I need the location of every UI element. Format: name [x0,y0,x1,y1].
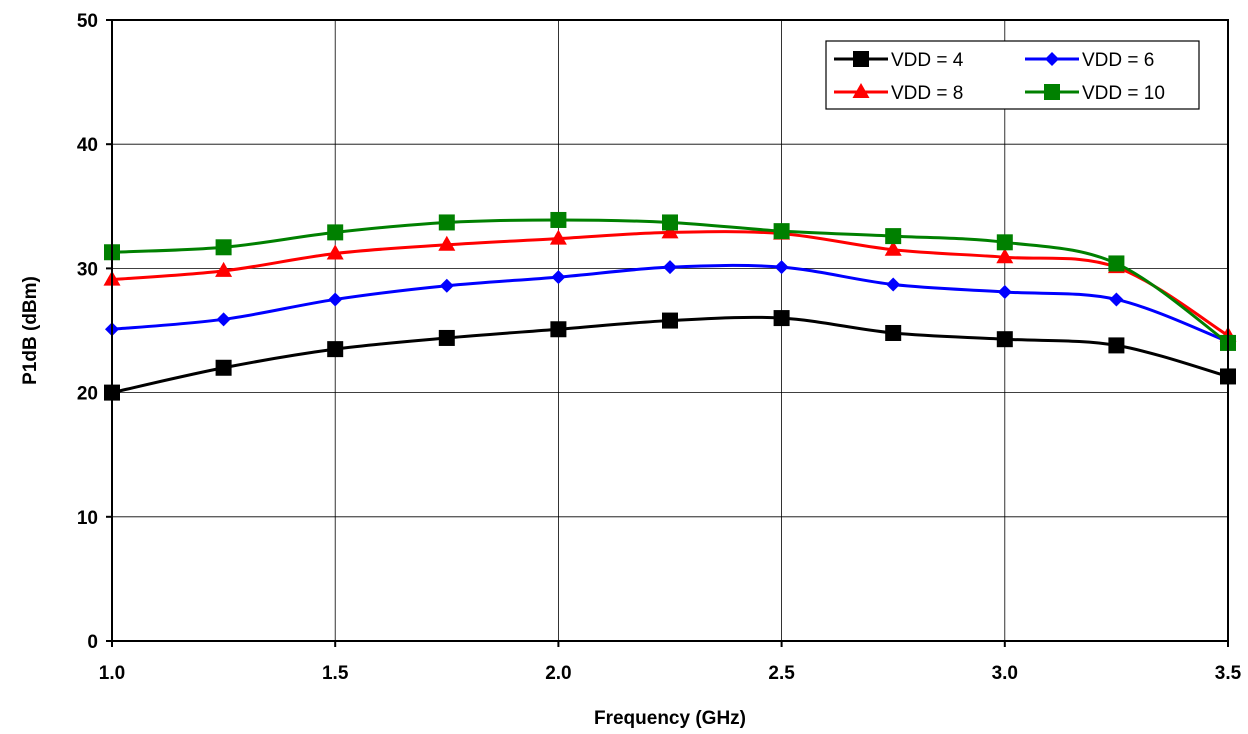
series-vdd-4 [104,310,1236,401]
series-group [103,211,1237,401]
axis-ticks [106,19,1229,647]
legend-swatch-marker [1045,52,1059,66]
y-tick-label: 0 [87,632,98,653]
data-point [550,321,567,338]
data-point [662,312,678,329]
data-point [438,235,456,251]
y-tick-label: 10 [77,508,98,529]
data-point [327,224,344,241]
legend-label: VDD = 10 [1082,83,1165,104]
data-point [996,234,1013,251]
legend-box [825,40,1200,110]
data-point [327,341,344,358]
data-point [215,239,232,256]
legend-swatch-marker [1044,84,1060,100]
legend-item: VDD = 6 [1025,50,1154,71]
data-point [1109,292,1124,307]
data-point [885,324,902,341]
data-point [773,223,790,240]
series-line [111,315,1229,395]
data-point [216,312,231,327]
x-tick-label: 1.5 [322,663,349,684]
data-point [438,214,455,231]
y-tick-label: 40 [77,135,98,156]
legend-label: VDD = 8 [891,83,963,104]
data-point [551,270,566,285]
legend-item: VDD = 8 [834,83,963,104]
y-axis-title: P1dB (dBm) [20,276,41,385]
x-tick-labels: 1.0 1.5 2.0 2.5 3.0 3.5 [99,663,1242,684]
x-tick-label: 2.5 [768,663,795,684]
data-point [328,292,343,307]
y-tick-labels: 0 10 20 30 40 50 [77,11,98,653]
y-tick-label: 30 [77,259,98,280]
data-point [1108,255,1125,272]
x-axis-title: Frequency (GHz) [594,708,746,729]
data-point [996,331,1013,348]
data-point [886,277,901,292]
data-point [996,248,1014,264]
data-point [439,278,454,293]
legend-item: VDD = 4 [834,50,964,71]
legend-swatch-marker [852,83,870,98]
data-point [997,284,1012,299]
y-tick-label: 20 [77,384,98,405]
data-point [885,228,902,245]
x-tick-label: 2.0 [545,663,571,684]
series-vdd-6 [105,260,1235,349]
data-point [663,260,677,275]
legend-swatch-marker [853,51,869,67]
data-point [326,244,344,260]
legend-label: VDD = 6 [1082,50,1154,71]
data-point [884,240,902,256]
data-point [549,229,567,245]
data-point [215,261,233,277]
data-point [1108,337,1125,354]
x-tick-label: 1.0 [99,663,125,684]
y-tick-label: 50 [77,11,98,32]
legend: VDD = 4 VDD = 6 VDD = 8 VDD = 10 [825,40,1200,110]
data-point [661,223,679,239]
data-point [550,211,567,228]
x-tick-label: 3.5 [1215,663,1242,684]
data-point [662,214,678,231]
x-tick-label: 3.0 [992,663,1018,684]
grid-lines [112,20,1228,641]
data-point [773,310,790,327]
series-line [111,263,1229,344]
legend-label: VDD = 4 [891,50,964,71]
data-point [774,260,789,275]
data-point [215,359,232,376]
data-point [438,329,455,346]
plot-area-frame [111,19,1229,642]
legend-item: VDD = 10 [1025,83,1165,104]
series-vdd-10 [104,211,1236,351]
